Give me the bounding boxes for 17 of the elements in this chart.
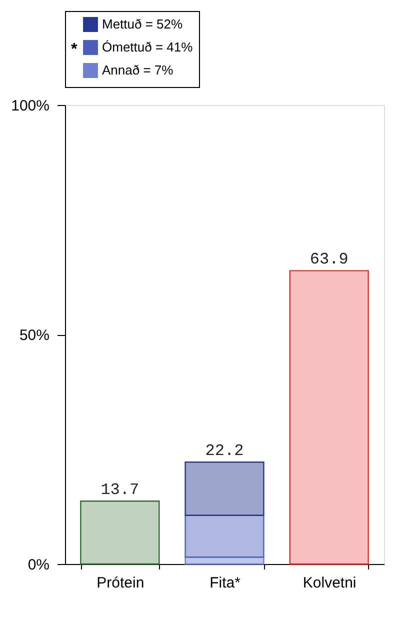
total-label: 13.7 [100, 481, 140, 500]
bar [289, 270, 369, 565]
x-tick-label: Fita* [210, 574, 241, 592]
total-label: 22.2 [205, 442, 244, 460]
total-label: 63.9 [310, 250, 348, 269]
legend-label: Annað = 7% [102, 62, 174, 78]
legend-label: Mettuð = 52% [102, 16, 184, 32]
bar [80, 500, 160, 565]
legend-label: Ómettuð = 41% [102, 40, 194, 54]
bar [184, 514, 264, 558]
legend-title: * [71, 41, 78, 58]
x-tick-label: Kolvetni [302, 574, 356, 592]
bar [184, 462, 264, 516]
x-tick-label: Prótein [96, 574, 144, 592]
y-tick-label: 0% [28, 556, 50, 574]
y-tick-label: 100% [11, 98, 50, 114]
y-tick-label: 50% [19, 327, 50, 344]
